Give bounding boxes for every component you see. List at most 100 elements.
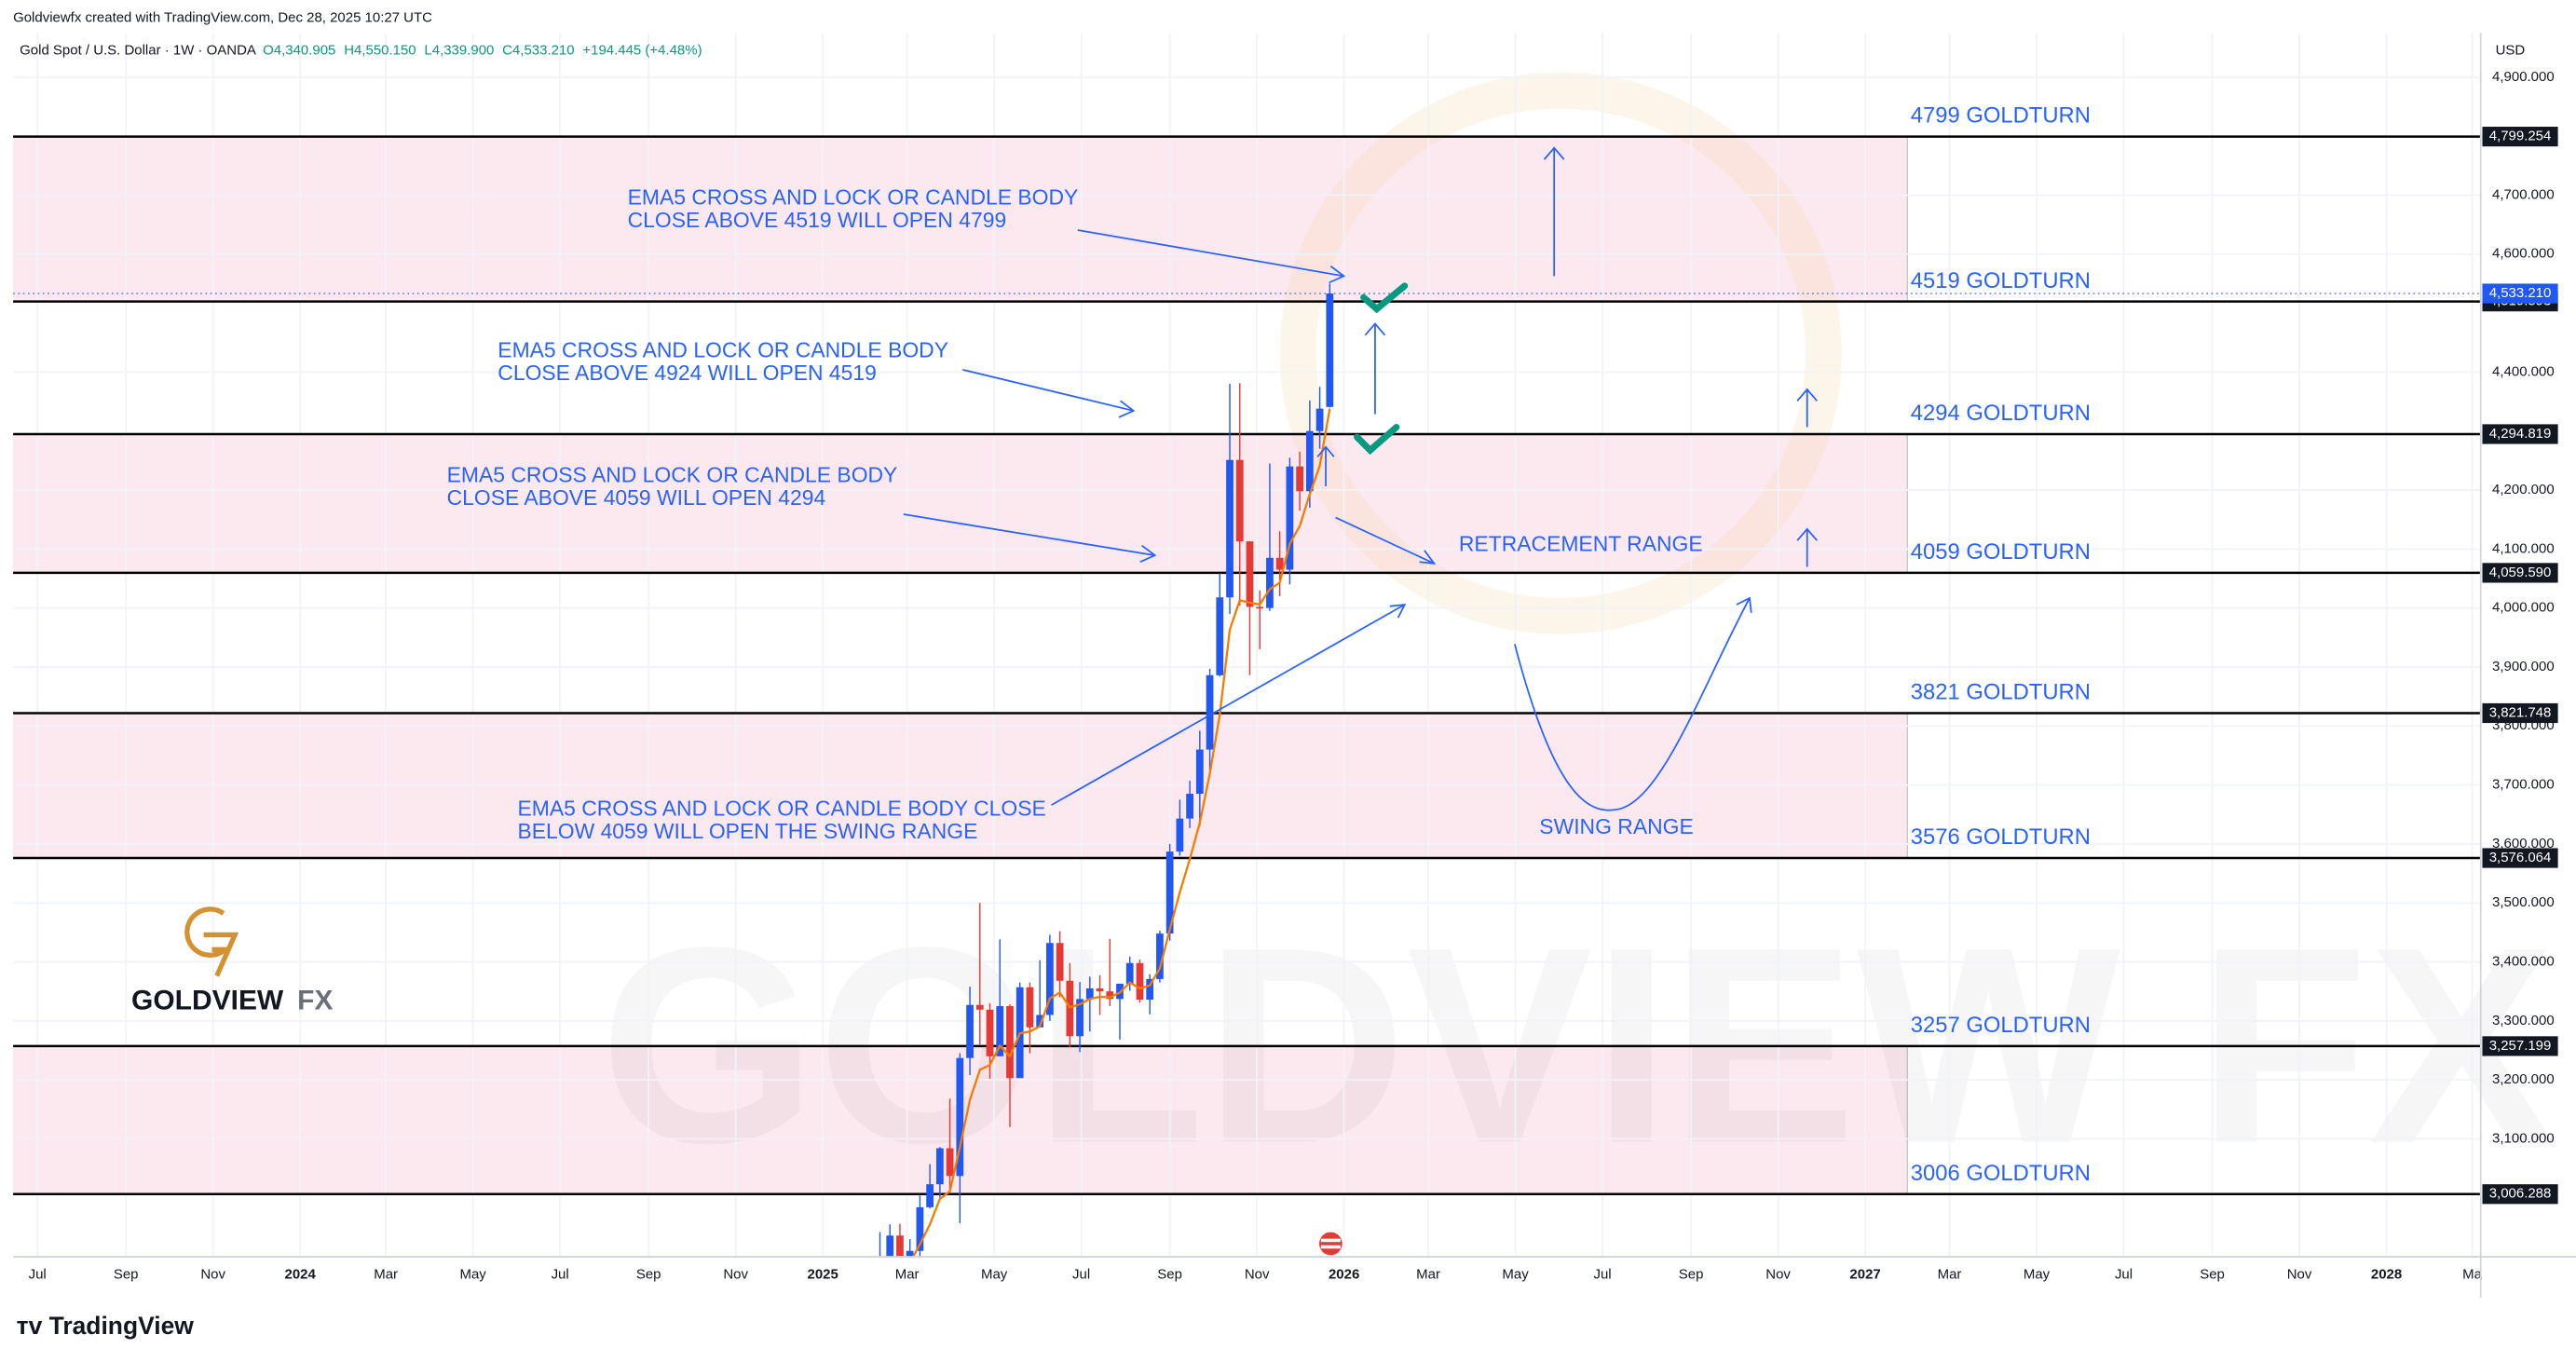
level-name: 3821 GOLDTURN <box>1911 680 2091 705</box>
candle-body <box>1125 962 1134 984</box>
x-tick-label: May <box>1502 1266 1529 1282</box>
candle-body <box>926 1184 934 1207</box>
x-tick-label: Nov <box>200 1266 225 1282</box>
candle-body <box>906 1250 914 1258</box>
candle-body <box>986 1009 994 1056</box>
footer: ᴛᴠ TradingView <box>17 1312 195 1340</box>
arrow <box>1051 603 1407 806</box>
price-label: 3,006.288 <box>2489 1186 2552 1202</box>
arrow <box>1364 322 1386 415</box>
range-label: SWING RANGE <box>1539 814 1693 838</box>
footer-text: TradingView <box>49 1312 195 1340</box>
x-tick-label: Jul <box>552 1266 569 1282</box>
candle-body <box>935 1148 944 1185</box>
candle-body <box>1096 987 1104 992</box>
x-tick-label: May <box>460 1266 487 1282</box>
last-price-box <box>2482 283 2558 304</box>
candle-body <box>956 1057 964 1177</box>
annotation: EMA5 CROSS AND LOCK OR CANDLE BODY <box>497 337 948 361</box>
axis-unit: USD <box>2496 43 2526 59</box>
price-label: 4,294.819 <box>2489 426 2552 442</box>
y-tick-label: 3,500.000 <box>2492 894 2555 910</box>
x-tick-label: Mar <box>1416 1266 1440 1282</box>
candle-body <box>1186 794 1193 819</box>
logo-text: GOLDVIEW <box>131 986 284 1016</box>
y-tick-label: 3,200.000 <box>2492 1071 2555 1087</box>
zone <box>13 136 1908 302</box>
candle-body <box>916 1206 924 1251</box>
y-tick-label: 4,200.000 <box>2492 482 2555 497</box>
last-price-label: 4,533.210 <box>2489 285 2552 301</box>
annotation: EMA5 CROSS AND LOCK OR CANDLE BODY <box>628 184 1079 209</box>
candle-body <box>1066 980 1074 1037</box>
level-name: 3006 GOLDTURN <box>1911 1161 2091 1186</box>
price-box <box>2482 848 2558 868</box>
candle-body <box>1286 466 1294 570</box>
ohlc-value: O4,340.905 <box>263 43 335 59</box>
price-label: 3,821.748 <box>2489 704 2552 720</box>
level-name: 4059 GOLDTURN <box>1911 539 2091 565</box>
price-box <box>2482 424 2558 444</box>
y-tick-label: 3,600.000 <box>2492 836 2555 851</box>
x-tick-label: May <box>2024 1266 2051 1282</box>
checkmark <box>1354 424 1400 456</box>
arrow <box>903 513 1157 563</box>
candle-body <box>1136 962 1144 1001</box>
x-tick-label: Jul <box>2115 1266 2133 1282</box>
drawings <box>903 146 1818 811</box>
y-tick-label: 4,100.000 <box>2492 540 2555 556</box>
event-icon <box>1320 1245 1341 1249</box>
price-label: 4,059.590 <box>2489 565 2552 580</box>
price-box <box>2482 1036 2558 1056</box>
x-tick-label: May <box>981 1266 1008 1282</box>
range-label: RETRACEMENT RANGE <box>1459 532 1703 556</box>
level-name: 4519 GOLDTURN <box>1911 268 2091 293</box>
y-tick-label: 3,300.000 <box>2492 1013 2555 1028</box>
x-tick-label: Jul <box>1594 1266 1612 1282</box>
x-tick-label: Sep <box>114 1266 139 1282</box>
ohlc-value: H4,550.150 <box>344 43 416 59</box>
ohlc-value: L4,339.900 <box>424 43 494 59</box>
candle-body <box>1036 1015 1044 1028</box>
flag-icon <box>1319 1232 1343 1256</box>
candle-body <box>1146 978 1154 1001</box>
candle-body <box>1046 943 1054 1015</box>
candle-body <box>1076 999 1084 1037</box>
level-name: 3576 GOLDTURN <box>1911 824 2091 850</box>
candle-body <box>1176 818 1184 852</box>
event-icon <box>1319 1232 1343 1256</box>
y-tick-label: 3,900.000 <box>2492 659 2555 674</box>
arrow <box>962 368 1136 418</box>
price-box <box>2482 1184 2558 1205</box>
price-label: 3,257.199 <box>2489 1038 2552 1054</box>
candle-body <box>1206 674 1214 750</box>
arrow <box>1796 527 1818 567</box>
logo-suffix: FX <box>297 986 333 1016</box>
x-tick-label: Nov <box>723 1266 748 1282</box>
level-name: 3257 GOLDTURN <box>1911 1013 2091 1038</box>
candle-body <box>1085 987 1094 1000</box>
annotation: CLOSE ABOVE 4924 WILL OPEN 4519 <box>497 361 877 385</box>
price-label: 4,799.254 <box>2489 129 2552 144</box>
logo-icon <box>184 906 232 958</box>
arrow <box>1335 516 1437 565</box>
candle-body <box>1275 557 1284 570</box>
x-tick-label: Sep <box>1157 1266 1182 1282</box>
x-tick-label: Mar <box>374 1266 398 1282</box>
y-tick-label: 3,400.000 <box>2492 953 2555 969</box>
y-tick-label: 4,600.000 <box>2492 246 2555 262</box>
candle-body <box>886 1235 894 1258</box>
x-tick-label: 2027 <box>1849 1266 1880 1282</box>
x-tick-label: Sep <box>636 1266 661 1282</box>
x-tick-label: Jul <box>29 1266 47 1282</box>
arrow <box>1077 229 1346 284</box>
candle-body <box>975 1004 984 1010</box>
price-box <box>2482 702 2558 724</box>
candle-body <box>1256 606 1264 609</box>
price-box <box>2482 563 2558 583</box>
x-tick-label: Nov <box>1245 1266 1270 1282</box>
x-tick-label: Mar <box>1938 1266 1962 1282</box>
candle-body <box>1156 933 1164 979</box>
y-tick-label: 3,100.000 <box>2492 1130 2555 1146</box>
swing-curve <box>1513 596 1752 811</box>
